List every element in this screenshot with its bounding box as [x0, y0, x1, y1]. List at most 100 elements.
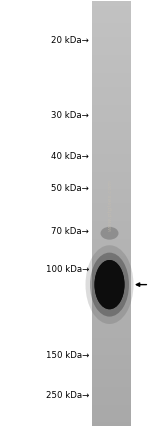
- Bar: [92, 188, 131, 193]
- Bar: [92, 54, 131, 59]
- Bar: [92, 333, 131, 338]
- Bar: [92, 259, 131, 264]
- Bar: [92, 51, 131, 55]
- Bar: [92, 206, 131, 211]
- Bar: [92, 72, 131, 76]
- Bar: [92, 107, 131, 112]
- Bar: [92, 192, 131, 196]
- Bar: [92, 309, 131, 313]
- Bar: [92, 1, 131, 6]
- Ellipse shape: [85, 245, 134, 324]
- Bar: [92, 418, 131, 422]
- Bar: [92, 181, 131, 186]
- Bar: [92, 79, 131, 83]
- Bar: [92, 86, 131, 90]
- Bar: [92, 146, 131, 151]
- Bar: [92, 196, 131, 200]
- Bar: [92, 326, 131, 330]
- Bar: [92, 270, 131, 274]
- Bar: [92, 19, 131, 24]
- Ellipse shape: [100, 227, 118, 240]
- Bar: [92, 284, 131, 288]
- Bar: [92, 248, 131, 253]
- Bar: [92, 376, 131, 380]
- Bar: [92, 111, 131, 115]
- Bar: [92, 383, 131, 387]
- Bar: [92, 12, 131, 16]
- Bar: [92, 400, 131, 405]
- Bar: [92, 227, 131, 232]
- Bar: [92, 44, 131, 48]
- Text: 40 kDa→: 40 kDa→: [51, 152, 89, 161]
- Bar: [92, 114, 131, 119]
- Bar: [92, 256, 131, 260]
- Bar: [92, 298, 131, 302]
- Bar: [92, 245, 131, 249]
- Bar: [92, 37, 131, 41]
- Bar: [92, 174, 131, 179]
- Ellipse shape: [90, 253, 129, 317]
- Bar: [92, 26, 131, 30]
- Bar: [92, 358, 131, 362]
- Bar: [92, 47, 131, 52]
- Bar: [92, 277, 131, 281]
- Bar: [92, 340, 131, 345]
- Bar: [92, 139, 131, 143]
- Bar: [92, 351, 131, 355]
- Bar: [92, 118, 131, 122]
- Bar: [92, 422, 131, 426]
- Bar: [92, 379, 131, 383]
- Bar: [92, 411, 131, 415]
- Bar: [92, 153, 131, 158]
- Bar: [92, 143, 131, 147]
- Bar: [92, 389, 131, 394]
- Bar: [92, 65, 131, 69]
- Bar: [92, 372, 131, 377]
- Bar: [92, 291, 131, 295]
- Bar: [92, 132, 131, 136]
- Bar: [92, 301, 131, 306]
- Bar: [92, 61, 131, 65]
- Bar: [92, 164, 131, 168]
- Bar: [92, 202, 131, 207]
- Text: 250 kDa→: 250 kDa→: [46, 391, 89, 401]
- Bar: [92, 178, 131, 182]
- Bar: [92, 315, 131, 320]
- Bar: [92, 58, 131, 62]
- Bar: [92, 15, 131, 20]
- Bar: [92, 22, 131, 27]
- Bar: [92, 414, 131, 419]
- Bar: [92, 312, 131, 316]
- Bar: [92, 231, 131, 235]
- Bar: [92, 241, 131, 246]
- Bar: [92, 323, 131, 327]
- Bar: [92, 354, 131, 359]
- Bar: [92, 407, 131, 412]
- Bar: [92, 157, 131, 161]
- Bar: [92, 93, 131, 98]
- Bar: [92, 294, 131, 299]
- Bar: [92, 210, 131, 214]
- Bar: [92, 263, 131, 267]
- Text: 100 kDa→: 100 kDa→: [46, 265, 89, 274]
- Bar: [92, 68, 131, 73]
- Text: 20 kDa→: 20 kDa→: [51, 36, 89, 45]
- Bar: [92, 369, 131, 373]
- Bar: [92, 185, 131, 189]
- Bar: [92, 280, 131, 285]
- Bar: [92, 266, 131, 270]
- Bar: [92, 224, 131, 228]
- Bar: [92, 217, 131, 221]
- Bar: [92, 213, 131, 217]
- Bar: [92, 330, 131, 334]
- Bar: [92, 75, 131, 80]
- Bar: [92, 252, 131, 256]
- Text: 30 kDa→: 30 kDa→: [51, 111, 89, 120]
- Bar: [92, 171, 131, 175]
- Bar: [92, 386, 131, 390]
- Bar: [92, 135, 131, 140]
- Bar: [92, 5, 131, 9]
- Bar: [92, 397, 131, 401]
- Bar: [92, 30, 131, 34]
- Ellipse shape: [94, 260, 124, 309]
